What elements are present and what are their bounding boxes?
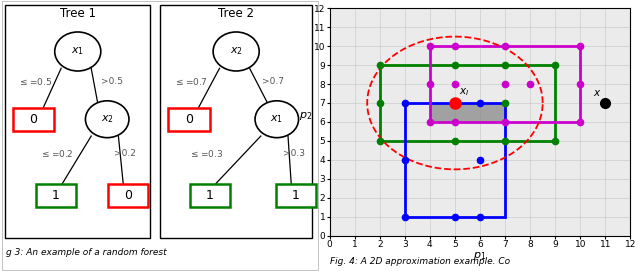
Text: $x$: $x$ xyxy=(593,88,602,98)
Text: $x_1$: $x_1$ xyxy=(270,113,284,125)
Text: $x_2$: $x_2$ xyxy=(100,113,114,125)
Text: $\leq$=0.7: $\leq$=0.7 xyxy=(174,76,208,87)
Text: >0.3: >0.3 xyxy=(283,149,305,158)
Bar xyxy=(160,5,312,238)
Text: $\leq$=0.5: $\leq$=0.5 xyxy=(18,76,52,87)
Circle shape xyxy=(255,101,298,138)
FancyBboxPatch shape xyxy=(2,1,319,270)
Bar xyxy=(168,108,210,131)
Text: $\leq$=0.3: $\leq$=0.3 xyxy=(189,148,223,159)
Bar xyxy=(13,108,54,131)
Text: $\leq$=0.2: $\leq$=0.2 xyxy=(40,148,74,159)
Text: 0: 0 xyxy=(29,113,38,126)
Bar xyxy=(430,46,580,122)
Text: Tree 2: Tree 2 xyxy=(218,7,254,20)
Text: 1: 1 xyxy=(205,189,214,202)
Text: >0.5: >0.5 xyxy=(101,77,123,86)
Bar xyxy=(5,5,150,238)
Text: $x_I$: $x_I$ xyxy=(459,86,469,98)
Text: Tree 1: Tree 1 xyxy=(60,7,96,20)
Text: 0: 0 xyxy=(185,113,193,126)
Text: 0: 0 xyxy=(124,189,132,202)
Text: $x_1$: $x_1$ xyxy=(71,46,84,57)
Y-axis label: $p_2$: $p_2$ xyxy=(299,110,312,122)
Bar xyxy=(36,184,76,207)
Bar xyxy=(189,184,230,207)
Circle shape xyxy=(213,32,259,71)
Bar xyxy=(276,184,316,207)
Bar xyxy=(108,184,148,207)
Circle shape xyxy=(86,101,129,138)
Text: Fig. 4: A 2D approximation example. Co: Fig. 4: A 2D approximation example. Co xyxy=(330,257,509,266)
Text: 1: 1 xyxy=(52,189,60,202)
Text: g 3: An example of a random forest: g 3: An example of a random forest xyxy=(6,247,167,257)
Bar xyxy=(405,103,505,217)
Bar xyxy=(430,103,505,122)
Bar xyxy=(380,65,556,141)
Text: 1: 1 xyxy=(292,189,300,202)
Text: $x_2$: $x_2$ xyxy=(230,46,243,57)
Text: >0.2: >0.2 xyxy=(114,149,136,158)
Text: >0.7: >0.7 xyxy=(262,77,284,86)
X-axis label: $p_1$: $p_1$ xyxy=(474,250,486,262)
Circle shape xyxy=(55,32,101,71)
